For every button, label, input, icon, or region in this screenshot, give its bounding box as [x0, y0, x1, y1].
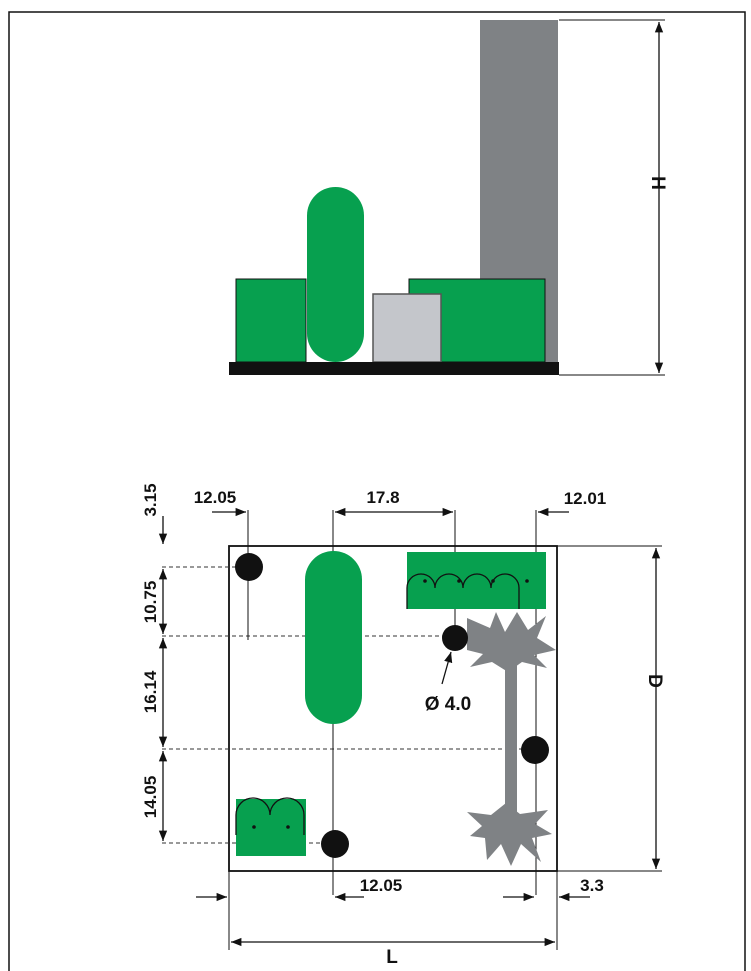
hole-diameter-leader [441, 651, 453, 685]
dim-v-spacing-1: 10.75 [141, 581, 160, 624]
board-outline [228, 545, 558, 872]
terminal-block-4pin [407, 552, 546, 609]
component-block-left [235, 278, 307, 363]
dim-v-spacing-3: 14.05 [141, 776, 160, 819]
capacitor-side [307, 187, 364, 362]
top-view: Ø 4.0 12.05 17.8 12.01 3.15 10.75 16.14 … [141, 483, 665, 968]
height-label: H [647, 176, 668, 190]
terminal-block-4pin-profile [406, 573, 520, 609]
dim-hole-spacing-top: 17.8 [366, 488, 399, 507]
terminal-block-top [406, 552, 546, 609]
capacitor-top [305, 551, 362, 724]
terminal-pin-6 [286, 825, 290, 829]
depth-label: D [644, 674, 665, 688]
heatsink-spine [505, 655, 517, 820]
terminal-block-bottom [235, 797, 306, 856]
dim-top-offset: 3.15 [141, 483, 160, 516]
mounting-hole-bottom [321, 830, 349, 858]
relay-side [372, 293, 442, 363]
terminal-pin-3 [491, 579, 495, 583]
pcb-side [229, 362, 559, 375]
terminal-pin-1 [423, 579, 427, 583]
mounting-hole-top-left [235, 553, 263, 581]
length-label: L [386, 947, 398, 968]
hole-diameter-label: Ø 4.0 [425, 694, 471, 715]
frame-border [8, 11, 746, 971]
mounting-hole-right [521, 736, 549, 764]
terminal-pin-5 [252, 825, 256, 829]
dim-bottom-hole-x: 12.05 [360, 876, 403, 895]
dim-left-hole-x: 12.05 [194, 488, 237, 507]
heatsink-top [467, 612, 556, 866]
heatsink-upper-fins [467, 612, 556, 672]
terminal-pin-2 [457, 579, 461, 583]
terminal-block-2pin-profile [235, 797, 305, 835]
dim-right-edge: 3.3 [580, 876, 604, 895]
side-view: H [229, 19, 668, 376]
mounting-hole-top-right [442, 625, 468, 651]
terminal-pin-4 [525, 579, 529, 583]
dim-v-spacing-2: 16.14 [141, 670, 160, 713]
dim-right-hole-x: 12.01 [564, 489, 607, 508]
heatsink-lower-fins [467, 803, 552, 866]
